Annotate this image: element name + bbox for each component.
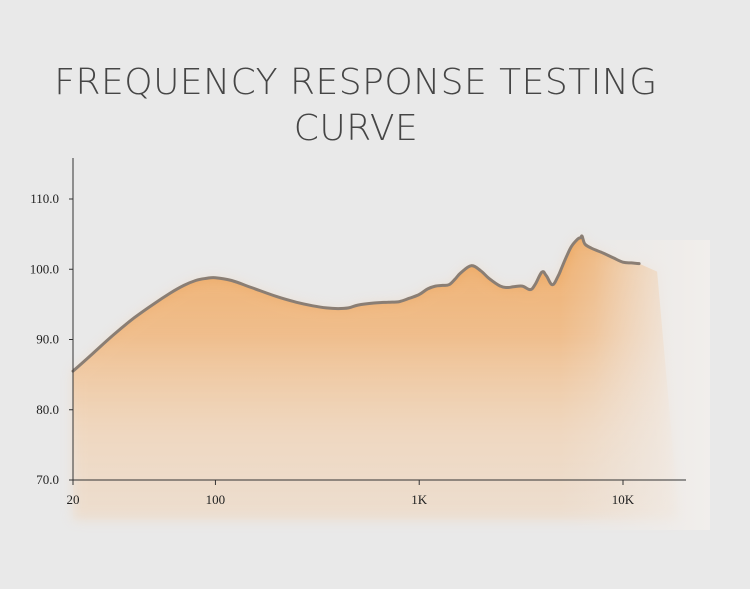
x-tick-label: 1K bbox=[411, 492, 428, 507]
x-tick-label: 10K bbox=[612, 492, 635, 507]
title-line-2: CURVE bbox=[293, 108, 419, 149]
response-area-glow bbox=[73, 235, 680, 521]
x-axis-ticks: 20 100 1K 10K bbox=[67, 480, 635, 507]
x-tick-label: 20 bbox=[67, 492, 80, 507]
title-line-1: FREQUENCY RESPONSE TESTING bbox=[54, 62, 658, 103]
chart-plot-area bbox=[71, 234, 710, 530]
y-axis-ticks: 70.0 80.0 90.0 100.0 110.0 bbox=[30, 191, 73, 487]
y-tick-label: 100.0 bbox=[30, 261, 59, 276]
y-tick-label: 110.0 bbox=[30, 191, 59, 206]
y-tick-label: 70.0 bbox=[36, 472, 59, 487]
y-tick-label: 90.0 bbox=[36, 332, 59, 347]
response-curve-line bbox=[71, 234, 641, 373]
y-tick-label: 80.0 bbox=[36, 402, 59, 417]
x-tick-label: 100 bbox=[206, 492, 226, 507]
right-mist bbox=[560, 240, 710, 530]
chart-title: FREQUENCY RESPONSE TESTING CURVE bbox=[0, 60, 712, 152]
